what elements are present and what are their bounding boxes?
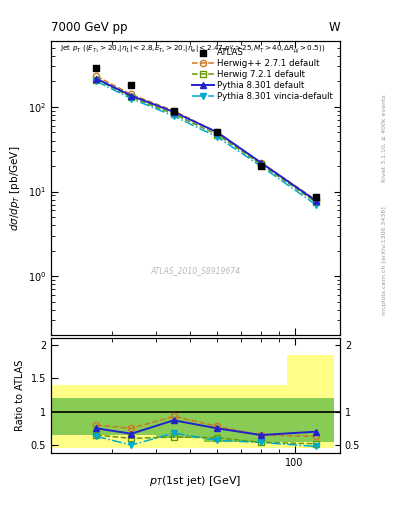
ATLAS — [171, 106, 177, 115]
Line: Pythia 8.301 vincia-default: Pythia 8.301 vincia-default — [94, 78, 319, 208]
Herwig++ 2.7.1 default — [94, 73, 99, 79]
Herwig++ 2.7.1 default — [129, 92, 134, 98]
Line: Herwig++ 2.7.1 default: Herwig++ 2.7.1 default — [94, 73, 319, 203]
Legend: ATLAS, Herwig++ 2.7.1 default, Herwig 7.2.1 default, Pythia 8.301 default, Pythi: ATLAS, Herwig++ 2.7.1 default, Herwig 7.… — [190, 45, 336, 104]
Text: 7000 GeV pp: 7000 GeV pp — [51, 20, 128, 34]
Line: Herwig 7.2.1 default: Herwig 7.2.1 default — [94, 76, 319, 205]
Text: W: W — [328, 20, 340, 34]
ATLAS — [258, 162, 264, 170]
ATLAS — [312, 194, 319, 202]
Herwig++ 2.7.1 default — [171, 108, 176, 114]
Pythia 8.301 vincia-default — [94, 78, 99, 84]
Pythia 8.301 vincia-default — [259, 163, 263, 169]
Pythia 8.301 default — [215, 129, 220, 135]
ATLAS — [128, 81, 134, 89]
Herwig 7.2.1 default — [215, 132, 220, 138]
Text: Jet $p_T$ (($E_{T_1}$$>$20,$|\eta_1|$$<$2.8,$E_{T_e}$$>$20,$|\eta_e|$$<$2.47,$p_: Jet $p_T$ (($E_{T_1}$$>$20,$|\eta_1|$$<$… — [60, 44, 325, 56]
Pythia 8.301 default — [129, 93, 134, 99]
ATLAS — [214, 128, 220, 136]
Herwig++ 2.7.1 default — [259, 159, 263, 165]
Text: mcplots.cern.ch [arXiv:1306.3436]: mcplots.cern.ch [arXiv:1306.3436] — [382, 207, 387, 315]
ATLAS — [94, 63, 100, 72]
Y-axis label: $d\sigma/dp_T$ [pb/GeV]: $d\sigma/dp_T$ [pb/GeV] — [8, 145, 22, 231]
Herwig 7.2.1 default — [129, 94, 134, 100]
Herwig++ 2.7.1 default — [313, 197, 318, 203]
Herwig++ 2.7.1 default — [215, 129, 220, 135]
X-axis label: $p_T$(1st jet) [GeV]: $p_T$(1st jet) [GeV] — [149, 474, 242, 487]
Pythia 8.301 default — [259, 159, 263, 165]
Pythia 8.301 default — [313, 198, 318, 204]
Pythia 8.301 vincia-default — [129, 96, 134, 102]
Pythia 8.301 vincia-default — [313, 202, 318, 208]
Herwig 7.2.1 default — [171, 111, 176, 117]
Pythia 8.301 default — [94, 76, 99, 82]
Herwig 7.2.1 default — [313, 199, 318, 205]
Pythia 8.301 vincia-default — [171, 113, 176, 119]
Pythia 8.301 default — [171, 109, 176, 115]
Line: Pythia 8.301 default: Pythia 8.301 default — [94, 76, 319, 204]
Herwig 7.2.1 default — [259, 161, 263, 167]
Pythia 8.301 vincia-default — [215, 134, 220, 140]
Y-axis label: Ratio to ATLAS: Ratio to ATLAS — [15, 360, 25, 431]
Text: Rivet 3.1.10, ≥ 400k events: Rivet 3.1.10, ≥ 400k events — [382, 94, 387, 182]
Text: ATLAS_2010_S8919674: ATLAS_2010_S8919674 — [151, 266, 241, 275]
Herwig 7.2.1 default — [94, 76, 99, 82]
